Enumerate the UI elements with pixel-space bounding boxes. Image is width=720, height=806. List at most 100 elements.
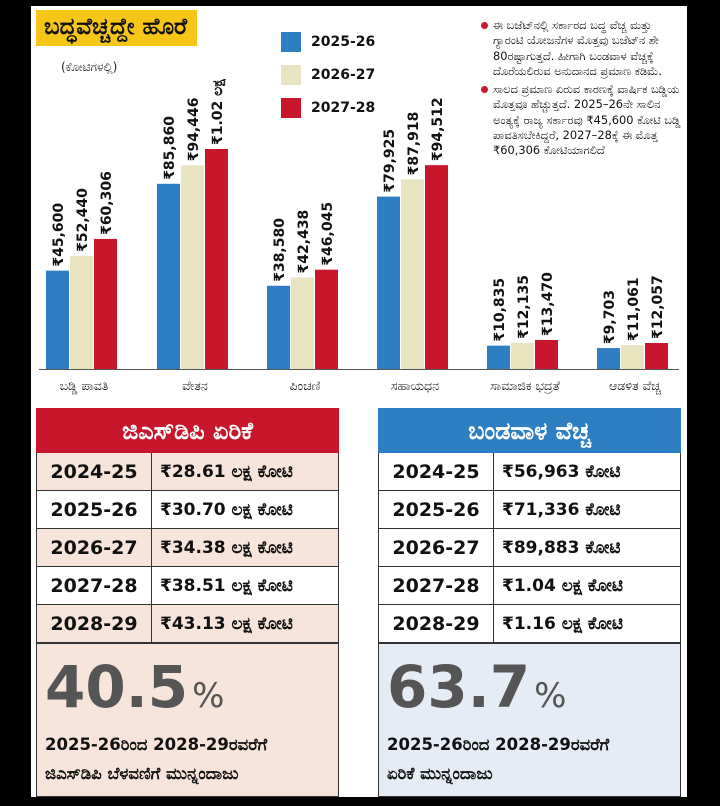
value-cell: ₹1.04 ಲಕ್ಷ ಕೋಟಿ xyxy=(502,575,624,596)
legend: 2025-26 2026-27 2027-28 xyxy=(281,26,375,125)
bar-2026-27-1 xyxy=(181,165,204,369)
legend-label: 2027-28 xyxy=(311,100,376,116)
summary-value: 63.7 xyxy=(387,653,531,721)
year-cell: 2024-25 xyxy=(37,453,152,490)
percent-sign: % xyxy=(192,676,225,716)
category-label: ಸಹಾಯಧನ xyxy=(391,378,439,393)
chart-title: ಬದ್ಧವೆಚ್ಚದ್ದೇ ಹೊರೆ xyxy=(36,10,198,46)
table-row: 2024-25 ₹56,963 ಕೋಟಿ xyxy=(379,453,680,491)
summary-line-1: 2025-26ರಿಂದ 2028-29ರವರೆಗೆ xyxy=(45,735,268,754)
legend-label: 2026-27 xyxy=(311,67,376,83)
bar-value-label: ₹38,580 xyxy=(272,218,288,282)
summary-line-2: ಏರಿಕೆ ಮುನ್ನಂದಾಜು xyxy=(387,764,493,783)
table-row: 2024-25 ₹28.61 ಲಕ್ಷ ಕೋಟಿ xyxy=(37,453,338,491)
year-cell: 2026-27 xyxy=(37,529,152,566)
bar-2026-27-3 xyxy=(401,179,424,369)
bar-value-label: ₹12,135 xyxy=(516,275,532,339)
bar-2026-27-0 xyxy=(70,255,93,369)
bar-2027-28-5 xyxy=(645,342,668,369)
summary-line-1: 2025-26ರಿಂದ 2028-29ರವರೆಗೆ xyxy=(387,735,610,754)
bar-2027-28-0 xyxy=(94,238,117,369)
bar-2025-26-1 xyxy=(157,183,180,369)
bar-value-label: ₹11,061 xyxy=(626,277,642,341)
table-row: 2027-28 ₹1.04 ಲಕ್ಷ ಕೋಟಿ xyxy=(379,567,680,605)
bar-value-label: ₹94,512 xyxy=(430,97,446,161)
bar-2027-28-3 xyxy=(425,165,448,369)
gsdp-summary: 40.5% 2025-26ರಿಂದ 2028-29ರವರೆಗೆ ಜಿಎಸ್‌ಡಿ… xyxy=(36,644,339,797)
note-text: ಈ ಬಜೆಟ್‌ನಲ್ಲಿ ಸರ್ಕಾರದ ಬದ್ಧ ವೆಚ್ಚ ಮತ್ತು ಗ… xyxy=(493,18,662,78)
bar-2027-28-1 xyxy=(205,149,228,369)
note-text: ಸಾಲದ ಪ್ರಮಾಣ ಏರುವ ಕಾರಣಕ್ಕೆ ವಾರ್ಷಿಕ ಬಡ್ಡಿಯ… xyxy=(493,82,681,158)
capex-table-title: ಬಂಡವಾಳ ವೆಚ್ಚ xyxy=(378,408,681,453)
category-label: ಪಿಂಚಣಿ xyxy=(290,378,321,393)
gsdp-growth-percent: 40.5% xyxy=(45,654,330,729)
chart-area: ₹45,600 ₹52,440 ₹60,306 ಬಡ್ಡಿ ಪಾವತಿ ₹85,860 ₹… xyxy=(31,6,687,402)
value-cell: ₹89,883 ಕೋಟಿ xyxy=(502,537,621,558)
category-label: ಆಡಳಿತ ವೆಚ್ಚ xyxy=(609,378,662,395)
bar-value-label: ₹13,470 xyxy=(540,272,556,336)
year-cell: 2027-28 xyxy=(379,567,494,604)
legend-item-2025-26: 2025-26 xyxy=(281,26,375,58)
gsdp-table-title: ಜಿಎಸ್‌ಡಿಪಿ ಏರಿಕೆ xyxy=(36,408,339,453)
bar-value-label: ₹79,925 xyxy=(382,129,398,193)
value-cell: ₹30.70 ಲಕ್ಷ ಕೋಟಿ xyxy=(160,499,293,520)
gsdp-rows: 2024-25 ₹28.61 ಲಕ್ಷ ಕೋಟಿ 2025-26 ₹30.70 ಲಕ… xyxy=(36,453,339,644)
note-1: ಈ ಬಜೆಟ್‌ನಲ್ಲಿ ಸರ್ಕಾರದ ಬದ್ಧ ವೆಚ್ಚ ಮತ್ತು ಗ… xyxy=(479,18,684,79)
year-cell: 2025-26 xyxy=(37,491,152,528)
legend-swatch-2025-26 xyxy=(281,32,301,52)
bar-value-label: ₹52,440 xyxy=(75,188,91,252)
unit-label: (ಕೋಟಿಗಳಲ್ಲಿ) xyxy=(61,60,118,74)
note-2: ಸಾಲದ ಪ್ರಮಾಣ ಏರುವ ಕಾರಣಕ್ಕೆ ವಾರ್ಷಿಕ ಬಡ್ಡಿಯ… xyxy=(479,82,684,158)
category-label: ವೇತನ xyxy=(182,378,208,393)
bar-2025-26-5 xyxy=(597,348,620,369)
bar-value-label: ₹94,446 xyxy=(186,98,202,162)
year-cell: 2028-29 xyxy=(37,605,152,642)
table-row: 2027-28 ₹38.51 ಲಕ್ಷ ಕೋಟಿ xyxy=(37,567,338,605)
capex-growth-percent: 63.7% xyxy=(387,654,672,729)
legend-label: 2025-26 xyxy=(311,34,376,50)
bar-2025-26-0 xyxy=(46,270,69,369)
capex-table: ಬಂಡವಾಳ ವೆಚ್ಚ 2024-25 ₹56,963 ಕೋಟಿ 2025-26… xyxy=(378,408,681,797)
value-cell: ₹71,336 ಕೋಟಿ xyxy=(502,499,621,520)
notes: ಈ ಬಜೆಟ್‌ನಲ್ಲಿ ಸರ್ಕಾರದ ಬದ್ಧ ವೆಚ್ಚ ಮತ್ತು ಗ… xyxy=(479,18,684,162)
bar-2026-27-5 xyxy=(621,345,644,369)
table-row: 2025-26 ₹30.70 ಲಕ್ಷ ಕೋಟಿ xyxy=(37,491,338,529)
bar-2025-26-2 xyxy=(267,285,290,369)
summary-value: 40.5 xyxy=(45,653,189,721)
bar-2025-26-3 xyxy=(377,196,400,369)
legend-item-2027-28: 2027-28 xyxy=(281,92,375,124)
category-label: ಬಡ್ಡಿ ಪಾವತಿ xyxy=(60,378,109,394)
value-cell: ₹43.13 ಲಕ್ಷ ಕೋಟಿ xyxy=(160,613,293,634)
year-cell: 2024-25 xyxy=(379,453,494,490)
value-cell: ₹28.61 ಲಕ್ಷ ಕೋಟಿ xyxy=(160,461,293,482)
category-label: ಸಾಮಾಜಿಕ ಭದ್ರತೆ xyxy=(490,378,560,394)
year-cell: 2027-28 xyxy=(37,567,152,604)
bullet-icon xyxy=(481,22,488,29)
summary-line-2: ಜಿಎಸ್‌ಡಿಪಿ ಬೆಳವಣಿಗೆ ಮುನ್ನಂದಾಜು xyxy=(45,764,239,783)
year-cell: 2026-27 xyxy=(379,529,494,566)
table-row: 2025-26 ₹71,336 ಕೋಟಿ xyxy=(379,491,680,529)
bullet-icon xyxy=(481,86,488,94)
legend-swatch-2027-28 xyxy=(281,98,301,118)
gsdp-table: ಜಿಎಸ್‌ಡಿಪಿ ಏರಿಕೆ 2024-25 ₹28.61 ಲಕ್ಷ ಕೋಟಿ… xyxy=(36,408,339,797)
bar-2027-28-4 xyxy=(535,339,558,369)
bar-value-label: ₹87,918 xyxy=(406,112,422,176)
bar-value-label: ₹60,306 xyxy=(99,171,115,235)
value-cell: ₹1.16 ಲಕ್ಷ ಕೋಟಿ xyxy=(502,613,624,634)
value-cell: ₹38.51 ಲಕ್ಷ ಕೋಟಿ xyxy=(160,575,293,596)
table-row: 2028-29 ₹43.13 ಲಕ್ಷ ಕೋಟಿ xyxy=(37,605,338,643)
bar-chart: ₹45,600 ₹52,440 ₹60,306 ಬಡ್ಡಿ ಪಾವತಿ ₹85,860 ₹… xyxy=(39,79,679,395)
infographic: ₹45,600 ₹52,440 ₹60,306 ಬಡ್ಡಿ ಪಾವತಿ ₹85,860 ₹… xyxy=(31,6,687,797)
bar-2026-27-2 xyxy=(291,277,314,369)
table-row: 2026-27 ₹89,883 ಕೋಟಿ xyxy=(379,529,680,567)
bar-2025-26-4 xyxy=(487,345,510,369)
bar-2027-28-2 xyxy=(315,269,338,369)
bar-value-label: ₹12,057 xyxy=(650,275,666,339)
bar-value-label: ₹85,860 xyxy=(162,116,178,180)
bar-value-label: ₹9,703 xyxy=(602,290,618,344)
bar-value-label: ₹42,438 xyxy=(296,210,312,274)
legend-item-2026-27: 2026-27 xyxy=(281,59,375,91)
capex-summary: 63.7% 2025-26ರಿಂದ 2028-29ರವರೆಗೆ ಏರಿಕೆ ಮು… xyxy=(378,644,681,797)
value-cell: ₹34.38 ಲಕ್ಷ ಕೋಟಿ xyxy=(160,537,293,558)
value-cell: ₹56,963 ಕೋಟಿ xyxy=(502,461,621,482)
